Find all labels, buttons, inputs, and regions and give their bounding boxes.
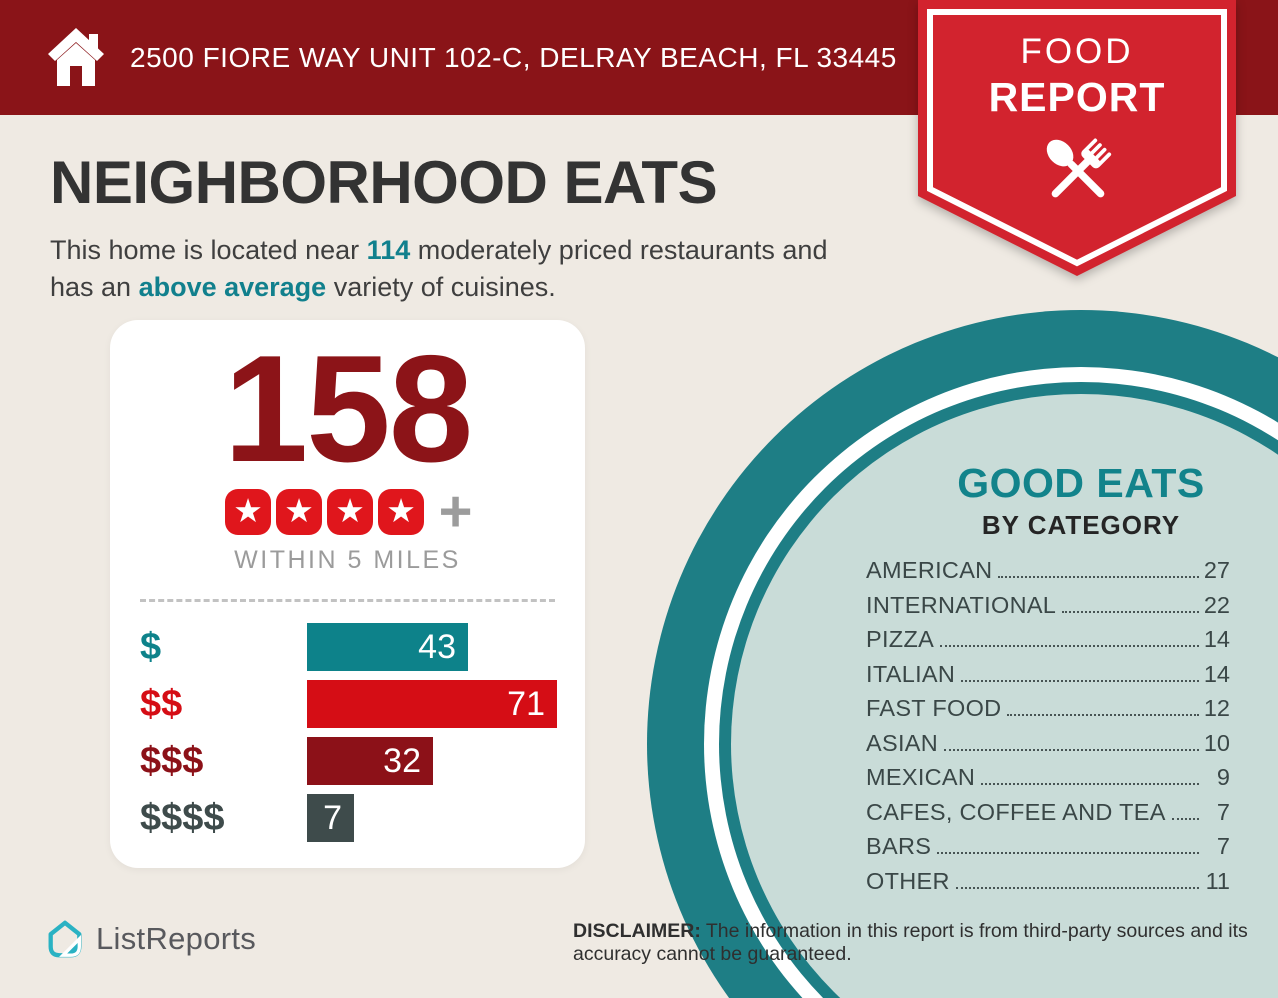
bar-value: 43 bbox=[418, 627, 456, 666]
dotted-leader bbox=[981, 783, 1199, 785]
dotted-leader bbox=[940, 645, 1199, 647]
good-eats-title: GOOD EATS bbox=[957, 460, 1205, 506]
bar-fill: 43 bbox=[307, 623, 468, 671]
category-label: ASIAN bbox=[866, 729, 939, 756]
bar-value: 7 bbox=[323, 798, 342, 837]
restaurant-stats-card: 158 ★ ★ ★ ★ + WITHIN 5 MILES $43 $$ 71 $$$ 32 $$$… bbox=[110, 320, 585, 868]
category-label: PIZZA bbox=[866, 626, 935, 652]
summary-part: has an bbox=[50, 272, 139, 302]
star-icon: ★ bbox=[327, 489, 374, 535]
dotted-leader bbox=[1171, 817, 1199, 820]
rating-stars: ★ ★ ★ ★ + bbox=[223, 479, 473, 544]
category-label: FAST FOOD bbox=[866, 695, 1002, 721]
bar-track: 43 bbox=[307, 623, 585, 671]
bar-fill: 32 bbox=[307, 737, 433, 785]
dotted-leader bbox=[955, 886, 1199, 889]
brand-name: ListReports bbox=[96, 921, 257, 956]
dotted-leader bbox=[961, 679, 1199, 682]
dotted-leader bbox=[998, 576, 1199, 578]
category-list: AMERICAN 27 INTERNATIONAL 22 PIZZA 14 ITALIAN 1… bbox=[866, 557, 1230, 902]
category-row: PIZZA 14 bbox=[866, 626, 1230, 652]
price-level-label: $ bbox=[140, 625, 162, 668]
price-level-label: $$ bbox=[140, 682, 183, 725]
dotted-leader bbox=[1062, 610, 1199, 613]
spoon-fork-icon bbox=[1046, 138, 1112, 198]
summary-part: variety of cuisines. bbox=[326, 272, 556, 302]
bar-value: 71 bbox=[507, 684, 545, 723]
price-bar-chart: $43 $$ 71 $$$ 32 $$$$ 7 bbox=[110, 623, 585, 851]
category-value: 27 bbox=[1203, 557, 1230, 583]
page-title: NEIGHBORHOOD EATS bbox=[50, 149, 718, 216]
restaurant-count-highlight: 114 bbox=[366, 235, 411, 265]
price-row: $$$$ 7 bbox=[140, 794, 585, 842]
dashed-divider bbox=[140, 599, 555, 602]
dotted-leader bbox=[937, 852, 1199, 854]
listreports-icon bbox=[48, 920, 82, 958]
category-label: CAFES, COFFEE AND TEA bbox=[866, 798, 1166, 825]
property-address: 2500 FIORE WAY UNIT 102-C, DELRAY BEACH,… bbox=[130, 41, 897, 73]
good-eats-subtitle: BY CATEGORY bbox=[981, 510, 1181, 540]
restaurant-total-count: 158 bbox=[223, 324, 474, 494]
bar-track: 7 bbox=[307, 794, 585, 842]
food-report-ribbon bbox=[918, 0, 1236, 276]
price-level-label: $$$ bbox=[140, 739, 204, 782]
ribbon-line1: FOOD bbox=[1020, 32, 1134, 71]
listreports-logo: ListReports bbox=[44, 918, 256, 960]
dotted-leader bbox=[1007, 714, 1199, 716]
category-row: BARS 7 bbox=[866, 833, 1230, 859]
disclaimer-label: DISCLAIMER: bbox=[573, 920, 701, 942]
category-value: 14 bbox=[1203, 660, 1230, 687]
ribbon-text: FOOD REPORT bbox=[918, 0, 1236, 121]
category-label: BARS bbox=[866, 833, 932, 859]
category-value: 7 bbox=[1216, 833, 1230, 859]
category-value: 9 bbox=[1216, 764, 1230, 790]
good-eats-header: GOOD EATS BY CATEGORY bbox=[871, 460, 1278, 541]
summary-text: This home is located near 114 moderately… bbox=[50, 232, 930, 306]
bar-value: 32 bbox=[383, 741, 421, 780]
category-label: AMERICAN bbox=[866, 557, 993, 583]
category-row: MEXICAN 9 bbox=[866, 764, 1230, 790]
variety-highlight: above average bbox=[138, 272, 327, 302]
plus-icon: + bbox=[438, 479, 473, 544]
price-row: $43 bbox=[140, 623, 585, 671]
category-label: OTHER bbox=[866, 867, 950, 894]
category-value: 7 bbox=[1216, 798, 1230, 825]
home-icon bbox=[48, 28, 104, 86]
category-row: CAFES, COFFEE AND TEA 7 bbox=[866, 799, 1230, 825]
category-row: ITALIAN 14 bbox=[866, 661, 1230, 687]
category-row: FAST FOOD 12 bbox=[866, 695, 1230, 721]
summary-part: This home is located near bbox=[50, 235, 367, 265]
category-value: 10 bbox=[1203, 729, 1230, 756]
category-row: OTHER 11 bbox=[866, 868, 1230, 894]
bar-track: 71 bbox=[307, 680, 585, 728]
price-level-label: $$$$ bbox=[140, 796, 225, 839]
bar-fill: 7 bbox=[307, 794, 354, 842]
category-value: 22 bbox=[1203, 591, 1230, 618]
disclaimer-text: The information in this report is from t… bbox=[573, 920, 1248, 965]
category-value: 14 bbox=[1203, 626, 1230, 652]
category-row: INTERNATIONAL 22 bbox=[866, 592, 1230, 618]
ribbon-line2: REPORT bbox=[988, 74, 1166, 120]
disclaimer: DISCLAIMER: The information in this repo… bbox=[573, 920, 1249, 966]
bar-fill: 71 bbox=[307, 680, 557, 728]
category-row: AMERICAN 27 bbox=[866, 557, 1230, 583]
category-value: 11 bbox=[1205, 867, 1230, 894]
bar-track: 32 bbox=[307, 737, 585, 785]
category-label: ITALIAN bbox=[866, 660, 956, 687]
category-row: ASIAN 10 bbox=[866, 730, 1230, 756]
dotted-leader bbox=[944, 748, 1199, 751]
radius-caption: WITHIN 5 MILES bbox=[234, 546, 461, 574]
price-row: $$$ 32 bbox=[140, 737, 585, 785]
star-icon: ★ bbox=[276, 489, 323, 535]
category-label: MEXICAN bbox=[866, 764, 976, 790]
category-label: INTERNATIONAL bbox=[866, 591, 1057, 618]
price-row: $$ 71 bbox=[140, 680, 585, 728]
summary-part: moderately priced restaurants and bbox=[410, 235, 828, 265]
star-icon: ★ bbox=[378, 489, 425, 535]
star-icon: ★ bbox=[225, 489, 272, 535]
category-value: 12 bbox=[1203, 695, 1230, 721]
